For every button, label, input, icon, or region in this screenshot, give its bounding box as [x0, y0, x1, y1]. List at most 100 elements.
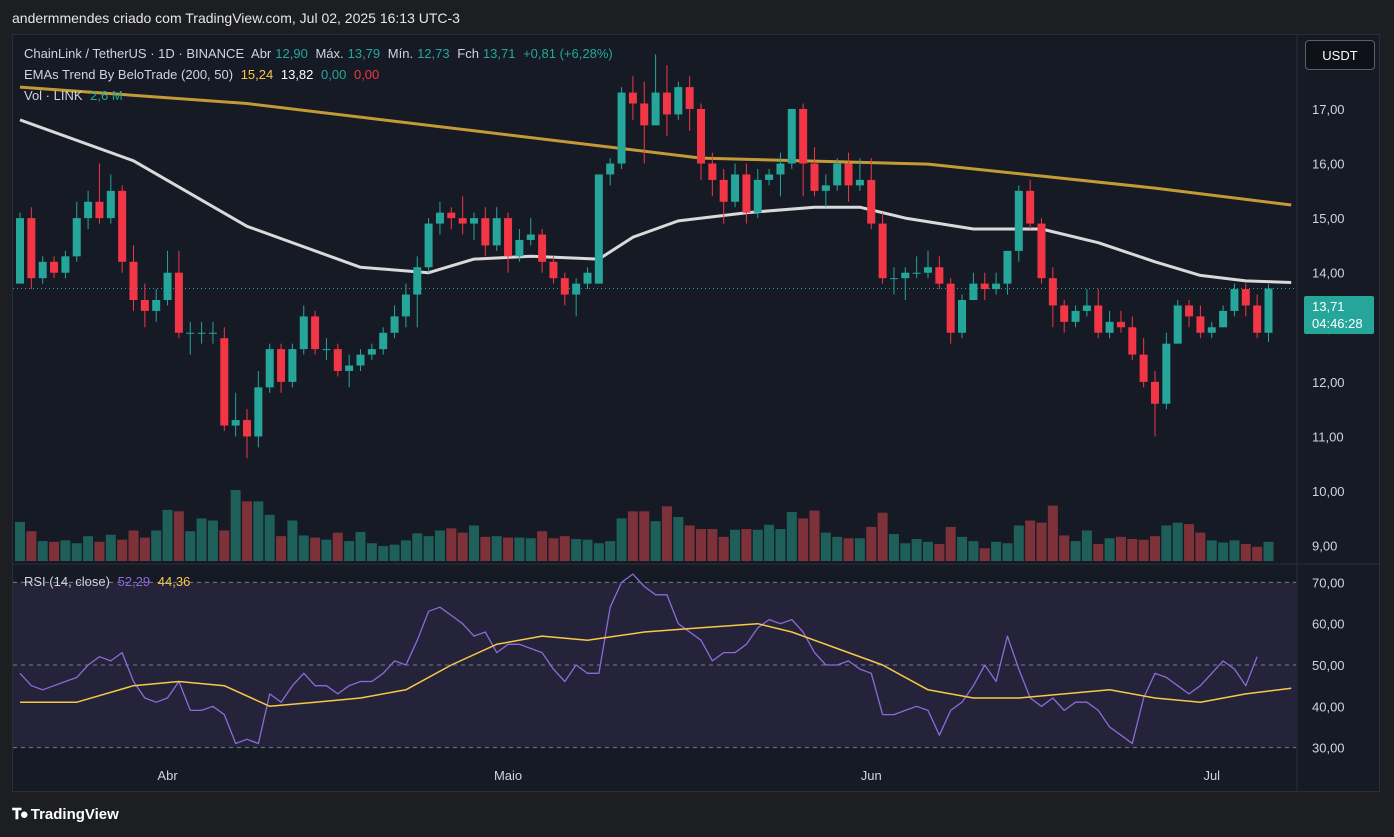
volume-bar	[1047, 505, 1058, 561]
volume-bar	[1115, 536, 1126, 561]
volume-bar	[491, 536, 502, 561]
candle-body	[560, 278, 569, 295]
candle-body	[447, 212, 456, 219]
ema-indicator-label[interactable]: EMAs Trend By BeloTrade (200, 50)	[24, 67, 234, 82]
volume-label[interactable]: Vol · LINK	[24, 88, 83, 103]
volume-bar	[593, 543, 604, 561]
candle-body	[481, 218, 490, 246]
volume-bar	[696, 529, 706, 561]
time-tick-label: Maio	[494, 768, 522, 783]
volume-bar	[321, 539, 332, 561]
volume-bar	[1070, 541, 1081, 561]
candle-body	[765, 174, 774, 180]
volume-bar	[1218, 542, 1229, 561]
candle-body	[889, 278, 898, 280]
volume-bar	[503, 537, 514, 561]
candle-body	[1139, 354, 1148, 382]
volume-bar	[242, 501, 252, 561]
candle-body	[61, 256, 70, 273]
volume-bar	[94, 541, 105, 561]
candle-body	[1060, 305, 1069, 322]
candle-body	[1082, 305, 1091, 311]
legend-rsi-row: RSI (14, close) 52,29 44,36	[24, 574, 194, 589]
volume-bar	[37, 541, 48, 561]
low-label: Mín.	[387, 46, 414, 61]
volume-bar	[718, 536, 729, 561]
volume-bar	[639, 511, 650, 561]
candle-body	[753, 179, 762, 213]
volume-bar	[911, 538, 922, 561]
candle-body	[492, 218, 501, 246]
rsi-tick-label: 40,00	[1312, 699, 1345, 714]
currency-button[interactable]: USDT	[1305, 40, 1375, 70]
volume-bar	[798, 518, 809, 561]
rsi-label[interactable]: RSI (14, close)	[24, 574, 110, 589]
volume-bar	[616, 518, 627, 561]
volume-bar	[26, 531, 37, 561]
volume-bar	[1138, 539, 1149, 561]
volume-bar	[1161, 525, 1172, 561]
candle-body	[1162, 343, 1171, 404]
volume-bar	[1127, 538, 1138, 561]
volume-bar	[355, 531, 366, 561]
volume-bar	[230, 490, 241, 561]
volume-bar	[809, 510, 820, 561]
brand-label: TradingView	[30, 806, 119, 823]
candle-body	[27, 218, 36, 279]
tradingview-logo[interactable]: 𝐓● TradingView	[12, 806, 119, 823]
tradingview-logo-icon: 𝐓●	[12, 806, 29, 823]
close-label: Fch	[457, 46, 479, 61]
volume-bar	[207, 520, 218, 561]
candle-body	[799, 108, 808, 164]
volume-bar	[991, 541, 1002, 561]
candle-body	[277, 349, 286, 382]
candle-body	[163, 272, 172, 300]
ema50-value: 13,82	[280, 67, 314, 82]
candle-body	[1207, 327, 1216, 333]
volume-bar	[1229, 540, 1240, 561]
candle-body	[969, 283, 978, 300]
symbol-label[interactable]: ChainLink / TetherUS · 1D · BINANCE	[24, 46, 245, 61]
price-tick-label: 11,00	[1312, 429, 1344, 444]
volume-bar	[1184, 524, 1195, 561]
high-value: 13,79	[347, 46, 381, 61]
candle-body	[924, 267, 932, 273]
volume-bar	[151, 530, 162, 561]
candle-body	[401, 294, 410, 317]
candle-body	[50, 261, 59, 273]
volume-bar	[707, 529, 718, 561]
ema-extra-value-2: 0,00	[353, 67, 380, 82]
candle-body	[367, 349, 376, 355]
volume-bar	[1240, 543, 1251, 561]
candle-body	[288, 349, 297, 382]
volume-bar	[582, 539, 593, 561]
legend-ema-row: EMAs Trend By BeloTrade (200, 50) 15,24 …	[24, 67, 383, 82]
volume-bar	[298, 535, 309, 561]
candle-body	[243, 420, 251, 437]
volume-bar	[854, 538, 865, 561]
candle-body	[356, 354, 365, 366]
volume-bar	[764, 524, 775, 561]
candle-body	[504, 218, 513, 257]
legend-symbol-row: ChainLink / TetherUS · 1D · BINANCE Abr 1…	[24, 46, 617, 61]
candle-body	[231, 420, 240, 426]
candle-body	[106, 190, 115, 219]
volume-bar	[537, 531, 548, 561]
candle-body	[458, 218, 467, 224]
candle-body	[413, 267, 422, 295]
volume-bar	[389, 544, 400, 561]
volume-bar	[196, 518, 207, 561]
last-price-value: 13,71	[1312, 299, 1345, 314]
price-tick-label: 17,00	[1312, 102, 1345, 117]
candle-body	[118, 190, 127, 262]
price-tick-label: 14,00	[1312, 266, 1345, 281]
candle-body	[333, 349, 342, 371]
candle-body	[311, 316, 320, 350]
rsi-value: 52,29	[117, 574, 151, 589]
candle-body	[935, 267, 944, 284]
candle-body	[140, 300, 149, 311]
open-value: 12,90	[275, 46, 308, 61]
volume-bar	[968, 541, 979, 561]
candle-body	[38, 261, 47, 279]
